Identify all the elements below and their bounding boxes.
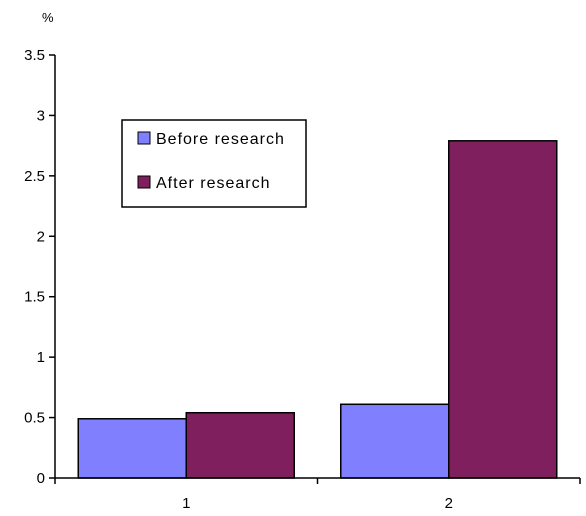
bar-before-research-cat-1	[77, 418, 187, 479]
y-tick-label: 2.5	[24, 168, 45, 185]
x-tick-label: 1	[182, 495, 190, 512]
y-tick-label: 0	[37, 470, 45, 487]
bar-before-research-cat-2	[340, 403, 450, 479]
y-tick-label: 3.5	[24, 47, 45, 64]
legend-label-before-research: Before research	[156, 131, 285, 148]
y-tick-label: 2	[37, 228, 45, 245]
legend-swatch-after-research	[137, 175, 151, 189]
legend-label-after-research: After research	[156, 175, 270, 192]
y-ticks-layer: 0 0.5 1 1.5 2 2.5 3 3.5	[24, 47, 55, 487]
legend-swatch-before-research	[137, 131, 151, 145]
legend: Before research After research	[121, 119, 307, 208]
y-tick-label: 3	[37, 107, 45, 124]
x-tick-label: 2	[445, 495, 453, 512]
bar-after-research-cat-2	[448, 140, 558, 479]
y-unit-label: %	[42, 10, 54, 25]
y-tick-label: 1.5	[24, 289, 45, 306]
y-tick-label: 0.5	[24, 410, 45, 427]
y-tick-label: 1	[37, 349, 45, 366]
bars-layer	[77, 140, 558, 479]
bar-after-research-cat-1	[185, 411, 295, 479]
legend-box	[121, 119, 307, 208]
